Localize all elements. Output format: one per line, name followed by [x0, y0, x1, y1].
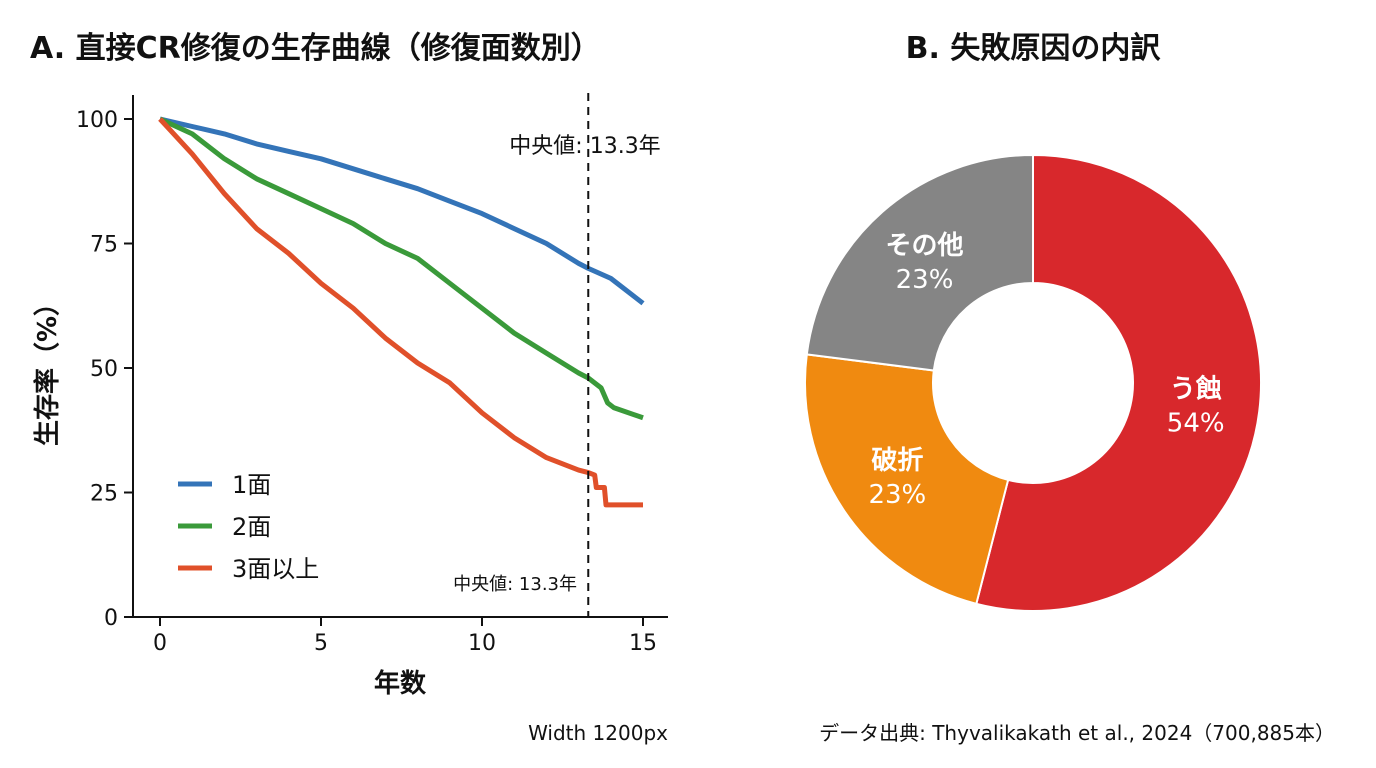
y-axis-label: 生存率（%） [32, 290, 63, 446]
legend-label: 3面以上 [232, 555, 319, 583]
chart-b-title: B. 失敗原因の内訳 [906, 31, 1162, 66]
pie-slice-3 [805, 153, 1034, 372]
slice-label: その他 [886, 231, 964, 261]
median-annotation-bottom: 中央値: 13.3年 [453, 574, 577, 595]
series-line-2 [158, 116, 644, 421]
y-tick-label: 0 [104, 606, 118, 631]
legend-label: 1面 [232, 471, 271, 499]
pie-slice-2 [804, 353, 1010, 606]
median-annotation-top: 中央値: 13.3年 [509, 134, 660, 159]
x-tick-label: 10 [468, 631, 496, 656]
x-tick-label: 15 [629, 631, 657, 656]
donut-chart: う蝕 54% 破折 23% その他 23% [804, 153, 1262, 612]
series-line-1 [159, 116, 645, 306]
x-axis-label: 年数 [374, 668, 427, 699]
width-note: Width 1200px [528, 721, 668, 745]
pie-slice-1 [975, 153, 1262, 612]
slice-percent: 54% [1167, 409, 1225, 439]
axes: 0 5 10 15 0 25 50 75 100 [76, 95, 668, 656]
slice-percent: 23% [868, 480, 926, 510]
x-tick-label: 5 [314, 631, 328, 656]
legend: 1面 2面 3面以上 [178, 471, 319, 583]
series-lines [158, 116, 645, 508]
y-tick-label: 75 [90, 233, 118, 258]
slice-label: 破折 [871, 446, 923, 476]
y-tick-label: 25 [90, 482, 118, 507]
source-note: データ出典: Thyvalikakath et al., 2024（700,88… [819, 721, 1335, 745]
slice-percent: 23% [896, 265, 954, 295]
y-tick-label: 100 [76, 108, 118, 133]
series-line-3 [158, 117, 643, 508]
x-tick-label: 0 [153, 631, 167, 656]
chart-a-title: A. 直接CR修復の生存曲線（修復面数別） [30, 31, 601, 66]
legend-label: 2面 [232, 513, 271, 541]
y-tick-label: 50 [90, 357, 118, 382]
slice-label: う蝕 [1170, 374, 1222, 405]
